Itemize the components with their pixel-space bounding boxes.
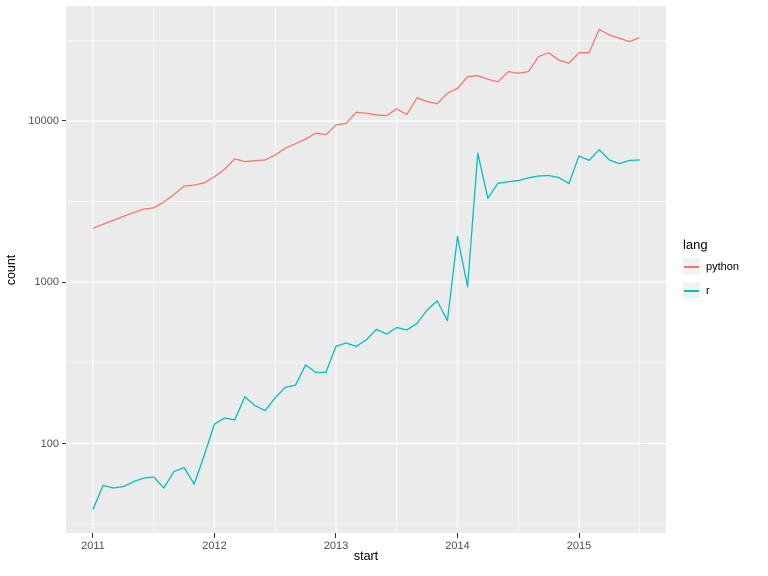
- y-tick-mark: [61, 120, 66, 122]
- x-tick-mark: [335, 533, 337, 538]
- y-tick-label-100: 100: [40, 437, 59, 450]
- x-tick-label-2012: 2012: [202, 540, 227, 552]
- legend-label-r: r: [706, 284, 710, 297]
- x-tick-label-2011: 2011: [81, 540, 105, 552]
- x-tick-label-2013: 2013: [323, 540, 349, 552]
- x-tick-label-2015: 2015: [566, 540, 592, 552]
- series-line-r: [92, 149, 640, 510]
- legend-entry-python: python: [683, 258, 739, 275]
- x-tick-mark: [213, 533, 215, 538]
- legend-entry-r: r: [683, 282, 739, 299]
- python-line-swatch-icon: [683, 258, 700, 275]
- y-tick-label-10000: 10000: [28, 114, 59, 127]
- y-tick-mark: [61, 281, 66, 283]
- r-line-swatch-icon: [683, 282, 700, 299]
- python-key-line: [684, 266, 699, 268]
- legend-label-python: python: [706, 260, 740, 273]
- y-axis-title: count: [4, 254, 18, 286]
- x-tick-mark: [578, 533, 580, 538]
- y-tick-label-1000: 1000: [34, 276, 59, 289]
- r-key-line: [684, 290, 699, 292]
- legend-title: lang: [683, 237, 708, 252]
- x-tick-mark: [92, 533, 94, 538]
- plot-panel: [66, 6, 666, 533]
- series-line-python: [92, 28, 640, 229]
- plot-area-svg: [66, 6, 666, 533]
- x-tick-label-2014: 2014: [445, 540, 470, 552]
- y-tick-mark: [61, 443, 66, 444]
- legend: lang python r: [683, 237, 739, 306]
- x-axis-title: start: [353, 549, 379, 563]
- x-tick-mark: [456, 533, 458, 538]
